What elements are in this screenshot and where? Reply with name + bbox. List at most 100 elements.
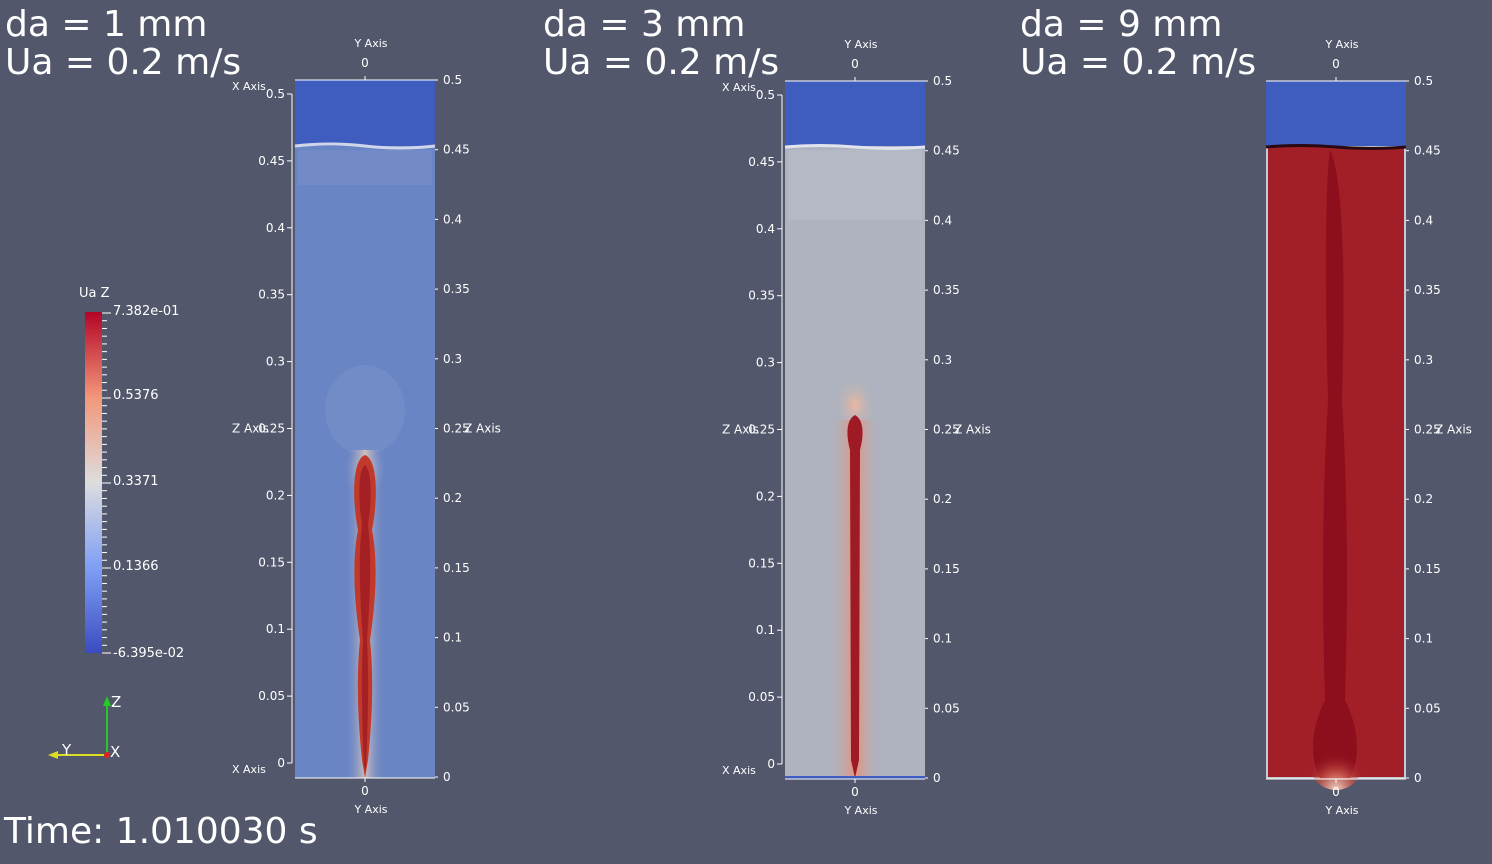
left-x-axis-title: X Axis: [232, 763, 266, 776]
right-z-axis-title: Z Axis: [464, 422, 501, 436]
panel3-free-surface: [1265, 144, 1407, 150]
panel2-velocity-label: Ua = 0.2 m/s: [543, 42, 780, 83]
right-z-tick-label: 0.3: [443, 352, 462, 366]
left-z-tick-label: 0.5: [756, 88, 775, 102]
panel3-jet-core: [1313, 150, 1357, 778]
panel3-diameter-label: da = 9 mm: [1020, 4, 1223, 45]
panel1-free-surface: [294, 142, 436, 150]
left-z-tick-label: 0: [277, 756, 285, 770]
right-z-tick-label: 0.05: [1414, 701, 1441, 715]
left-z-tick-label: 0: [767, 757, 775, 771]
left-z-tick-label: 0.2: [756, 489, 775, 503]
panel1-wake: [325, 365, 405, 455]
colorbar-title: Ua Z: [79, 286, 110, 301]
bottom-y-tick-label: 0: [1332, 785, 1340, 799]
right-z-tick-label: 0.4: [933, 213, 952, 227]
panel1-plume-core: [359, 465, 371, 770]
right-z-tick-label: 0.5: [933, 74, 952, 88]
colorbar-tick-label: 0.1366: [113, 559, 159, 574]
left-z-tick-label: 0.3: [756, 356, 775, 370]
orientation-x-label: X: [110, 743, 120, 761]
panel2-mixing-zone: [788, 150, 922, 220]
panel1-mixing-zone: [298, 150, 432, 185]
right-z-tick-label: 0.2: [1414, 492, 1433, 506]
left-x-axis-title: X Axis: [722, 81, 756, 94]
panel1-plot: [294, 80, 436, 778]
right-z-tick-label: 0.4: [1414, 213, 1433, 227]
right-z-tick-label: 0.45: [443, 143, 470, 157]
right-z-tick-label: 0: [933, 771, 941, 785]
right-z-axis-title: Z Axis: [1435, 423, 1472, 437]
colorbar-ticks: [102, 312, 111, 654]
panel2-jet-core: [847, 415, 863, 778]
right-z-tick-label: 0.3: [933, 353, 952, 367]
colorbar-tick-label: 0.5376: [113, 388, 159, 403]
panel3-velocity-label: Ua = 0.2 m/s: [1020, 42, 1257, 83]
left-z-tick-label: 0.4: [756, 222, 775, 236]
right-z-tick-label: 0.05: [443, 700, 470, 714]
right-z-tick-label: 0.1: [1414, 632, 1433, 646]
panel1-axes: 0 Y Axis 0 Y Axis 0 0.05 0.1 0.15 0.2 0.25 0.3 0.35…: [232, 37, 501, 816]
top-y-tick-label: 0: [361, 56, 369, 70]
right-z-tick-label: 0.2: [443, 491, 462, 505]
left-z-tick-label: 0.2: [266, 488, 285, 502]
bottom-y-axis-title: Y Axis: [353, 803, 387, 816]
panel2-plot: [784, 81, 926, 779]
left-z-tick-label: 0.3: [266, 355, 285, 369]
right-z-tick-label: 0.35: [443, 282, 470, 296]
colorbar-gradient: [85, 312, 102, 653]
right-z-tick-label: 0.2: [933, 492, 952, 506]
y-arrow-head-icon: [48, 751, 58, 759]
left-x-axis-title: X Axis: [722, 764, 756, 777]
z-arrow-head-icon: [103, 696, 111, 706]
bottom-y-tick-label: 0: [851, 785, 859, 799]
panel2-axes: 0 Y Axis 0 Y Axis 0 0.05 0.1 0.15 0.2 0.25 0.3 0.35…: [722, 38, 991, 817]
top-y-axis-title: Y Axis: [353, 37, 387, 50]
right-z-tick-label: 0.5: [1414, 74, 1433, 88]
bottom-y-tick-label: 0: [361, 784, 369, 798]
left-z-tick-label: 0.4: [266, 221, 285, 235]
orientation-triad[interactable]: Z Y X: [48, 693, 121, 761]
right-z-tick-label: 0.25: [1414, 423, 1441, 437]
bottom-y-axis-title: Y Axis: [1324, 804, 1358, 817]
top-y-axis-title: Y Axis: [1324, 38, 1358, 51]
panel3-plot: [1265, 81, 1407, 790]
colorbar-max-label: 7.382e-01: [113, 304, 179, 319]
right-z-tick-label: 0.15: [1414, 562, 1441, 576]
left-z-tick-label: 0.25: [258, 422, 285, 436]
orientation-y-label: Y: [61, 741, 72, 759]
right-z-axis-title: Z Axis: [954, 423, 991, 437]
left-z-tick-label: 0.15: [748, 556, 775, 570]
left-z-tick-label: 0.35: [258, 288, 285, 302]
panel2-bottom-edge: [785, 776, 925, 779]
right-z-tick-label: 0.4: [443, 212, 462, 226]
panel3-axes: 0 Y Axis 0 Y Axis 0 0.05 0.1 0.15 0.2 0.25 0.3 0.35…: [1266, 38, 1472, 817]
right-z-tick-label: 0.3: [1414, 353, 1433, 367]
right-z-tick-label: 0: [1414, 771, 1422, 785]
panel1-air-region: [295, 80, 435, 146]
left-x-axis-title: X Axis: [232, 80, 266, 93]
left-z-tick-label: 0.05: [258, 689, 285, 703]
right-z-tick-label: 0.45: [933, 144, 960, 158]
x-axis-dot-icon: [104, 752, 110, 758]
right-z-tick-label: 0.45: [1414, 144, 1441, 158]
colorbar-min-label: -6.395e-02: [113, 646, 184, 661]
left-z-tick-label: 0.1: [756, 623, 775, 637]
top-y-axis-title: Y Axis: [843, 38, 877, 51]
left-z-tick-label: 0.45: [748, 155, 775, 169]
left-z-tick-label: 0.5: [266, 87, 285, 101]
color-legend: Ua Z 7.382e-01 0.5376 0.3371 0.1366 -6.3…: [79, 286, 184, 661]
panel2-free-surface: [784, 144, 926, 150]
left-z-tick-label: 0.1: [266, 622, 285, 636]
colorbar-tick-label: 0.3371: [113, 474, 159, 489]
right-z-tick-label: 0.15: [933, 562, 960, 576]
right-z-tick-label: 0.05: [933, 701, 960, 715]
right-z-tick-label: 0.25: [443, 422, 470, 436]
panel1-velocity-label: Ua = 0.2 m/s: [5, 42, 242, 83]
bottom-y-axis-title: Y Axis: [843, 804, 877, 817]
right-z-tick-label: 0.35: [1414, 283, 1441, 297]
right-z-tick-label: 0.1: [933, 632, 952, 646]
right-z-tick-label: 0.35: [933, 283, 960, 297]
left-z-axis-title: Z Axis: [722, 423, 759, 437]
